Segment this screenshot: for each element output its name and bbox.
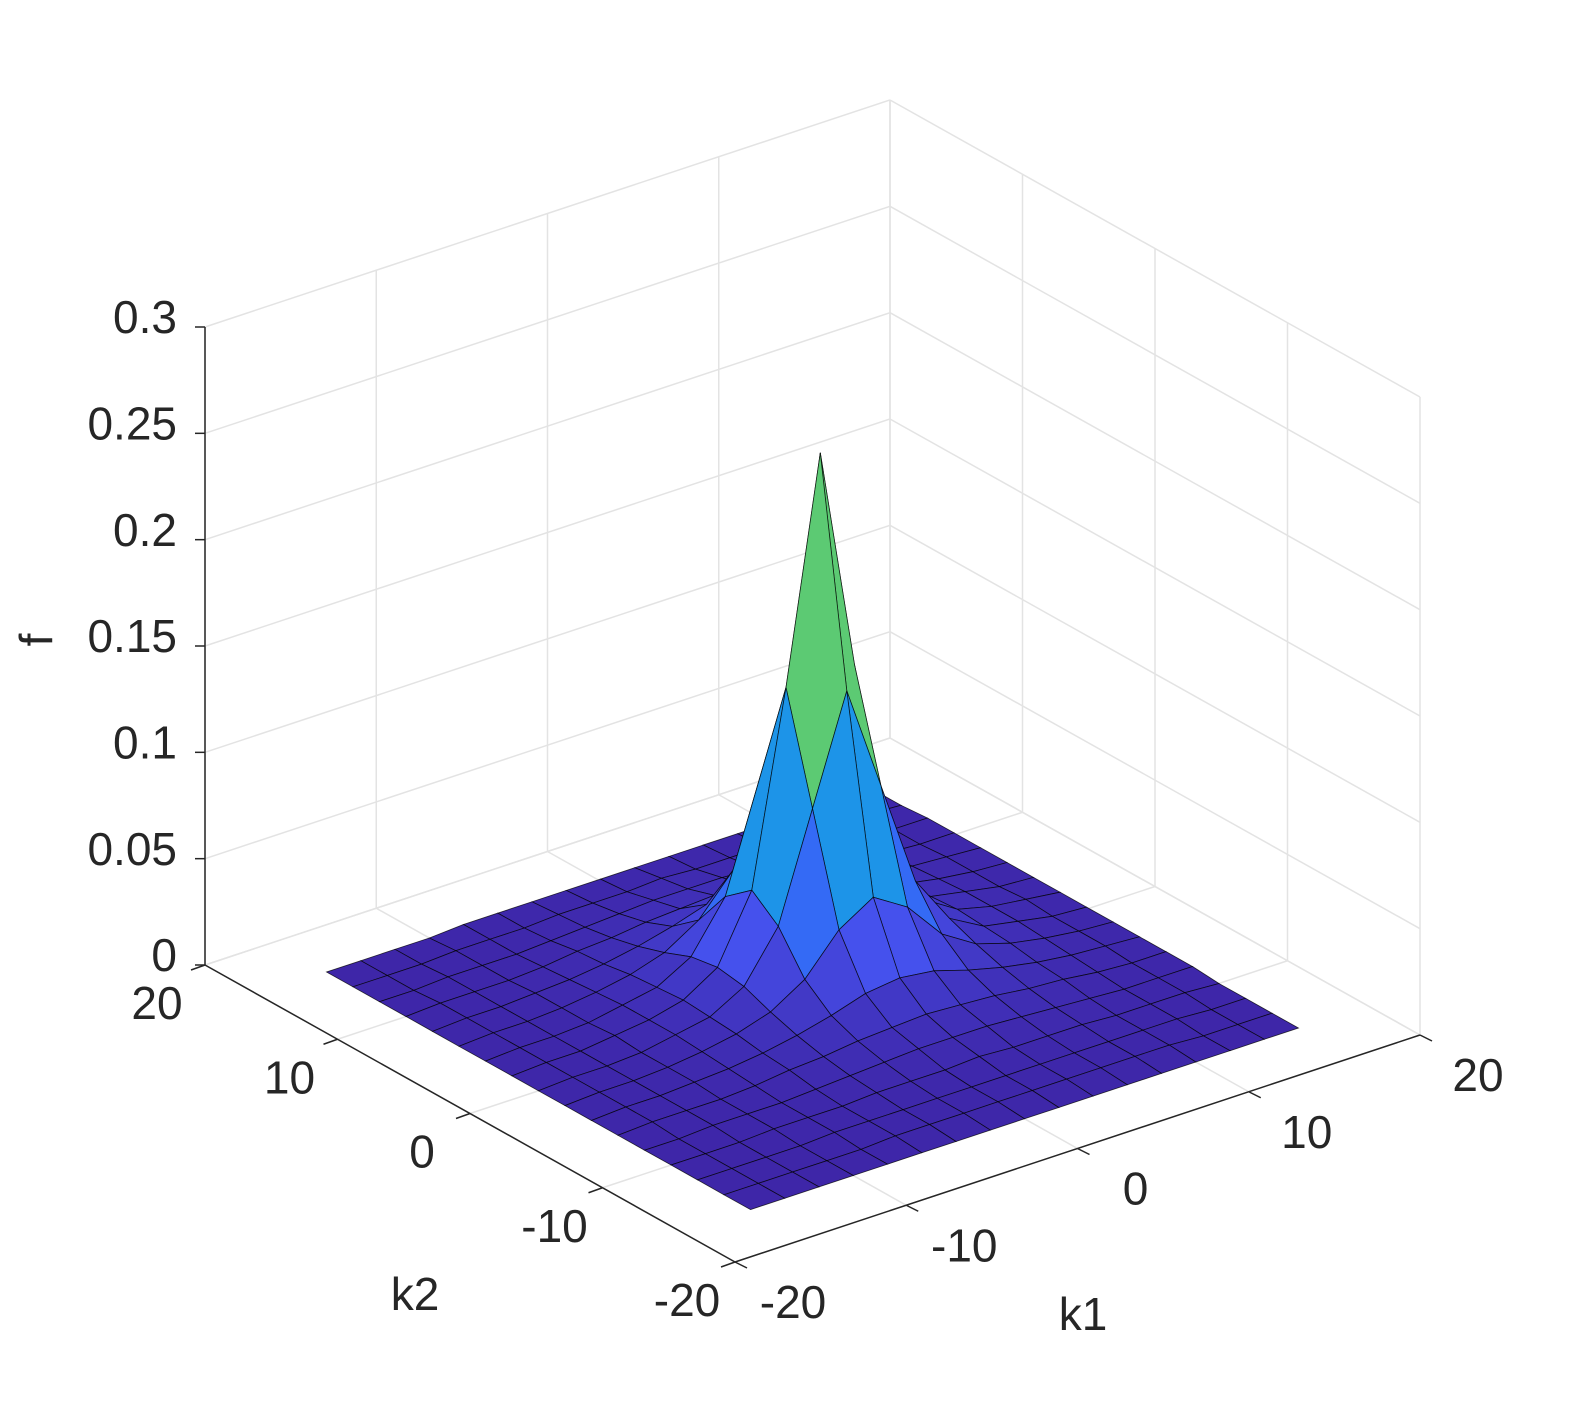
y-tick-label: 0 — [409, 1126, 435, 1178]
z-tick-label: 0.3 — [113, 291, 177, 343]
x-axis-label: k1 — [1059, 1288, 1108, 1340]
z-tick-label: 0.1 — [113, 716, 177, 768]
grid-line — [889, 205, 1421, 504]
x-tick — [1419, 1034, 1433, 1042]
x-tick-label: 0 — [1123, 1163, 1149, 1215]
grid-line — [889, 418, 1421, 717]
z-tick-label: 0.15 — [87, 610, 177, 662]
z-tick-label: 0.25 — [87, 397, 177, 449]
z-axis-label: f — [10, 633, 62, 646]
x-tick — [734, 1261, 748, 1269]
z-tick-label: 0 — [151, 929, 177, 981]
surface — [325, 452, 1300, 1211]
y-tick — [323, 1038, 338, 1045]
y-tick-label: -10 — [521, 1200, 587, 1252]
grid-line — [204, 311, 891, 541]
grid-line — [204, 524, 891, 754]
axes: 0 0.05 0.1 0.15 0.2 0.25 0.3 -20 -10 0 10 20 -20 -10 0… — [87, 291, 1503, 1328]
x-tick-label: 20 — [1452, 1049, 1503, 1101]
x-tick — [1077, 1147, 1090, 1156]
grid-line — [889, 312, 1421, 611]
y-tick — [455, 1112, 471, 1120]
z-tick-label: 0.05 — [87, 823, 177, 875]
grid-line — [204, 418, 891, 647]
grid-line — [204, 630, 891, 860]
x-tick — [1248, 1091, 1262, 1099]
grid-line — [889, 99, 1421, 398]
grid-line — [204, 205, 891, 435]
y-tick-label: -20 — [654, 1274, 720, 1326]
z-tick-label: 0.2 — [113, 504, 177, 556]
grid-line — [889, 737, 1421, 1036]
grid-line — [204, 99, 891, 328]
y-tick — [720, 1261, 736, 1268]
x-tick — [905, 1204, 919, 1212]
grid-line — [889, 524, 1421, 823]
x-tick-label: 10 — [1281, 1106, 1332, 1158]
surface-facet — [723, 1182, 786, 1211]
y-tick-label: 10 — [264, 1051, 315, 1103]
y-tick — [588, 1187, 603, 1194]
grid-line — [889, 631, 1421, 930]
x-tick-label: -20 — [760, 1276, 826, 1328]
y-axis-label: k2 — [391, 1268, 440, 1320]
y-tick — [190, 964, 206, 971]
y-tick-label: 20 — [131, 977, 182, 1029]
x-tick-label: -10 — [931, 1219, 997, 1271]
